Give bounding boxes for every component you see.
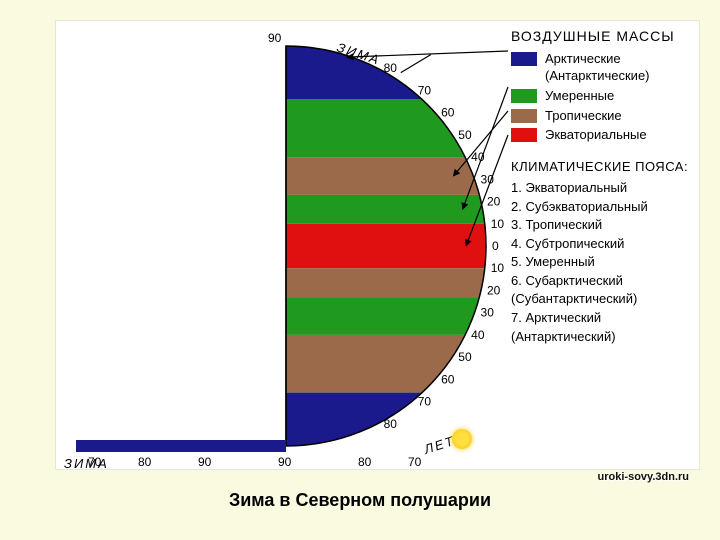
legend-label: Экваториальные [545,126,647,144]
legend-row: Арктические (Антарктические) [511,50,701,85]
belts-title: КЛИМАТИЧЕСКИЕ ПОЯСА: [511,158,701,176]
baseline-tick: 80 [138,455,152,469]
belt-item: 4. Субтропический [511,235,701,253]
climate-bands [286,46,488,446]
pointer-line [453,111,508,176]
legend-area: ВОЗДУШНЫЕ МАССЫ Арктические (Антарктичес… [511,27,701,346]
legend-label: Тропические [545,107,622,125]
belt-item: (Антарктический) [511,328,701,346]
baseline-tick: 90 [198,455,212,469]
belt-item: 3. Тропический [511,216,701,234]
belt-item: (Субантарктический) [511,290,701,308]
latitude-tick: 50 [458,128,472,142]
climate-band [286,157,488,195]
latitude-tick: 70 [418,395,432,409]
latitude-tick: 10 [491,261,505,275]
baseline-tick: 70 [408,455,422,469]
latitude-tick: 40 [471,328,485,342]
legend-row: Умеренные [511,87,701,105]
latitude-tick: 20 [487,283,501,297]
legend-swatch [511,109,537,123]
legend-swatch [511,128,537,142]
belt-item: 7. Арктический [511,309,701,327]
legend-row: Тропические [511,107,701,125]
season-label: ЗИМА [64,456,109,471]
diagram-panel: 9080706050403020100102030405060708070809… [55,20,700,470]
latitude-tick: 90 [268,31,282,45]
latitude-tick: 20 [487,195,501,209]
legend-label: Арктические (Антарктические) [545,50,650,85]
latitude-tick: 30 [481,172,495,186]
south-pole-strip [76,440,286,452]
latitude-tick: 80 [384,61,398,75]
climate-band [286,268,488,297]
caption: Зима в Северном полушарии [0,490,720,511]
belt-item: 2. Субэкваториальный [511,198,701,216]
sun-icon [452,429,472,449]
climate-band [286,224,488,268]
latitude-tick: 60 [441,106,455,120]
watermark: uroki-sovy.3dn.ru [598,471,689,483]
baseline-tick: 90 [278,455,292,469]
belt-item: 1. Экваториальный [511,179,701,197]
climate-band [286,195,488,224]
legend-swatch [511,52,537,66]
latitude-tick: 70 [418,83,432,97]
legend-title: ВОЗДУШНЫЕ МАССЫ [511,27,701,46]
legend-row: Экваториальные [511,126,701,144]
latitude-tick: 60 [441,372,455,386]
legend-label: Умеренные [545,87,614,105]
belt-item: 6. Субарктический [511,272,701,290]
legend-swatch [511,89,537,103]
pointer-line [401,55,431,73]
latitude-tick: 30 [481,306,495,320]
latitude-tick: 10 [491,217,505,231]
baseline-tick: 80 [358,455,372,469]
latitude-tick: 80 [384,417,398,431]
belt-item: 5. Умеренный [511,253,701,271]
pointer-line [463,87,508,209]
climate-band [286,297,488,335]
latitude-tick: 50 [458,350,472,364]
latitude-tick: 0 [492,239,499,253]
